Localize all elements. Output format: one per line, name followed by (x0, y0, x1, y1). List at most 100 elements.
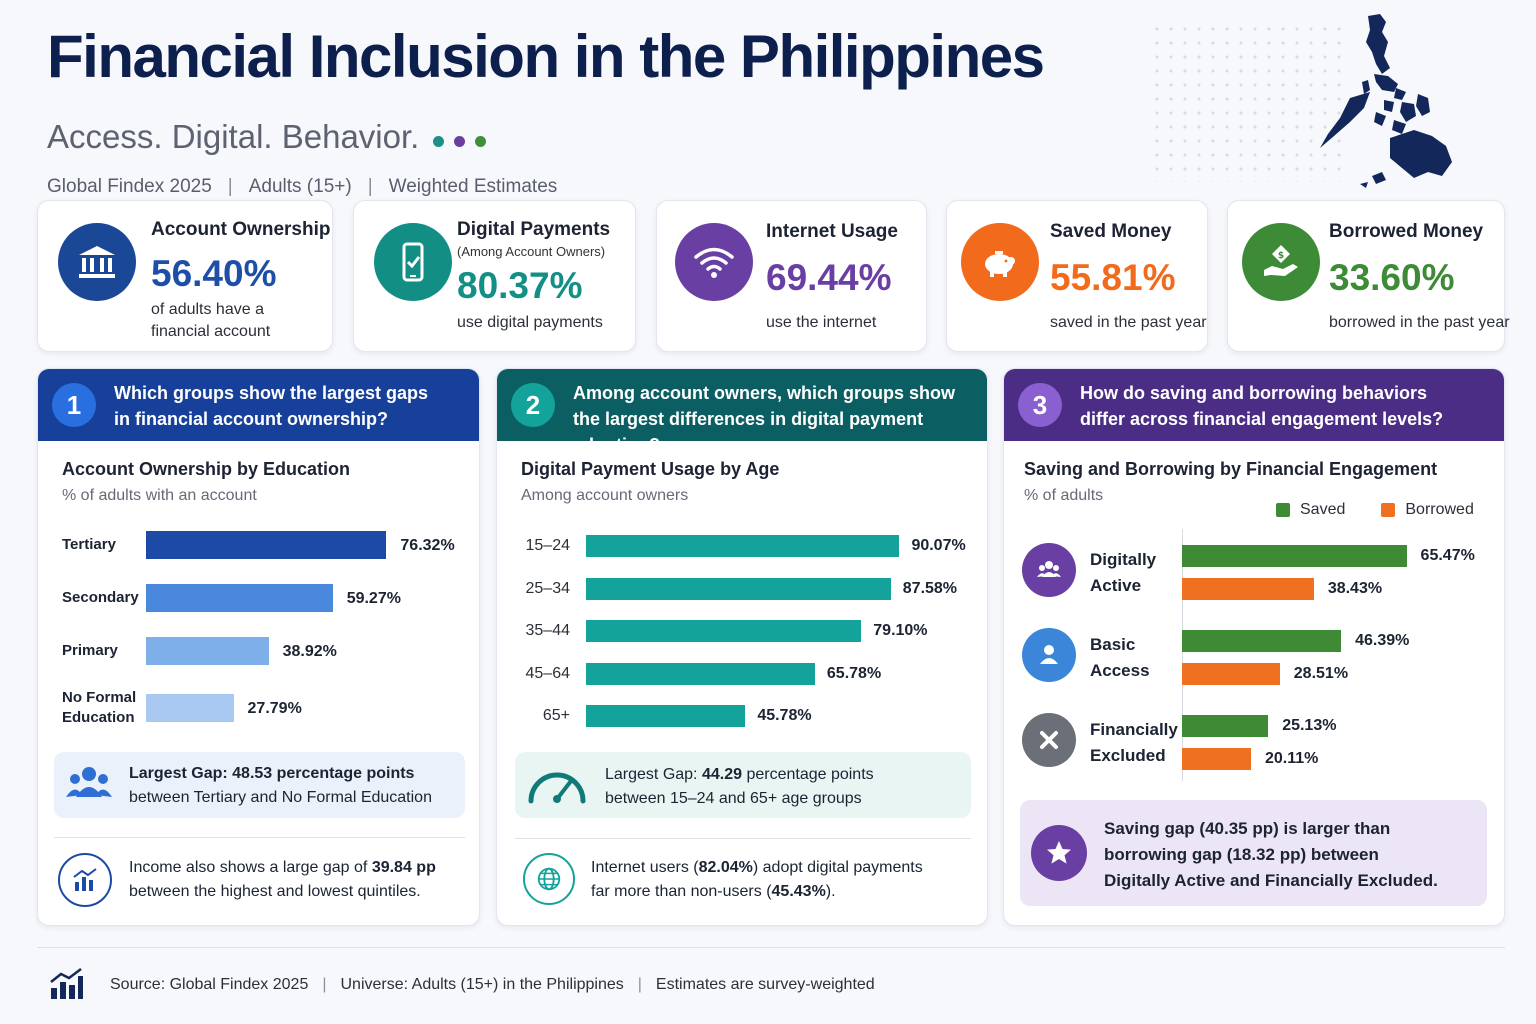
bar-primary (146, 637, 269, 665)
panel-number-badge: 1 (52, 383, 96, 427)
text-a: Internet users ( (591, 859, 699, 876)
footer: Source: Global Findex 2025 | Universe: A… (110, 976, 875, 994)
largest-gap-text: Largest Gap: 48.53 percentage points bet… (129, 762, 432, 810)
meta-universe: Adults (15+) (248, 176, 352, 197)
meta-separator: | (227, 176, 233, 197)
kpi-card-account-ownership: Account Ownership 56.40% of adults have … (37, 200, 333, 352)
bar-value-35-44: 79.10% (873, 622, 928, 639)
bar-financially-excluded-saved (1182, 715, 1269, 737)
gap-line-2: between Tertiary and No Formal Education (129, 789, 432, 806)
panel-number-badge: 3 (1018, 383, 1062, 427)
kpi-title: Internet Usage (766, 221, 898, 242)
gap-value: 48.53 (232, 765, 273, 782)
question-line: in financial account ownership? (114, 409, 389, 429)
income-line-1: Income also shows a large gap of 39.84 p… (129, 856, 436, 880)
bar-label-65: 65+ (542, 707, 570, 724)
panel-engagement-behaviors: 3 How do saving and borrowing behaviors … (1003, 368, 1505, 926)
smartphone-icon (374, 223, 452, 301)
text-d: far more than non-users ( (591, 883, 772, 900)
panel-education-gap: 1 Which groups show the largest gaps in … (37, 368, 480, 926)
panel-header (497, 369, 987, 441)
user-icon (1022, 628, 1076, 682)
chart-title: Account Ownership by Education (62, 459, 351, 479)
legend-swatch (1276, 503, 1290, 517)
bar-15-24 (586, 535, 900, 557)
meta-source: Global Findex 2025 (47, 176, 212, 197)
bar-label-25-34: 25–34 (525, 579, 571, 597)
callout-line: borrowing gap (18.32 pp) between (1104, 845, 1379, 864)
kpi-card-internet-usage: Internet Usage 69.44% use the internet (656, 200, 927, 352)
panel-header (38, 369, 479, 441)
dot-pattern-decoration (1150, 22, 1350, 182)
label-word: Digitally (1090, 550, 1157, 569)
kpi-description: use the internet (766, 314, 877, 331)
internet-users-value: 82.04% (698, 859, 753, 876)
bar-digitally-active-borrowed (1182, 578, 1314, 600)
bar-label-no-formal-education: No Formal Education (62, 689, 137, 726)
text-f: ). (825, 883, 836, 900)
bar-no-formal-education (146, 694, 234, 722)
kpi-title: Account Ownership (151, 219, 331, 240)
legend-label: Saved (1300, 501, 1346, 518)
hand-money-icon: $ (1242, 223, 1320, 301)
kpi-desc-line: of adults have a (151, 301, 264, 318)
largest-gap-text: Largest Gap: 44.29 percentage points bet… (605, 763, 874, 811)
bank-icon (58, 223, 136, 301)
bar-tertiary (146, 531, 387, 559)
bar-value-basic-access-borrowed: 28.51% (1293, 665, 1349, 682)
bar-value-tertiary: 76.32% (400, 537, 455, 554)
gap-unit: percentage points (742, 766, 874, 783)
people-group-icon (64, 761, 114, 807)
footer-weighting: Estimates are survey-weighted (655, 976, 875, 993)
internet-users-text: Internet users (82.04%) adopt digital pa… (591, 856, 923, 904)
growth-chart-icon (50, 968, 83, 999)
panel-question: How do saving and borrowing behaviors di… (1080, 380, 1496, 432)
subtitle-text: Access. Digital. Behavior. (47, 118, 420, 155)
divider (515, 838, 971, 839)
income-line-2: between the highest and lowest quintiles… (129, 883, 421, 900)
gap-prefix: Largest Gap: (129, 765, 233, 782)
kpi-value: 56.40% (151, 253, 277, 294)
bar-label-basic-access: Basic Access (1090, 632, 1180, 684)
label-word: Access (1090, 661, 1150, 680)
internet-line-2: far more than non-users (45.43%). (591, 880, 923, 904)
gap-line-1: Largest Gap: 48.53 percentage points (129, 762, 432, 786)
chart-subtitle: % of adults (1024, 487, 1104, 504)
kpi-description: borrowed in the past year (1329, 314, 1510, 331)
kpi-card-saved-money: Saved Money 55.81% saved in the past yea… (946, 200, 1208, 352)
question-line: differ across financial engagement level… (1080, 409, 1444, 429)
bar-digitally-active-saved (1182, 545, 1407, 567)
divider (54, 837, 465, 838)
dot-green (475, 135, 487, 147)
dot-purple (454, 135, 466, 147)
bar-value-digitally-active-borrowed: 38.43% (1327, 580, 1383, 597)
bar-label-financially-excluded: Financially Excluded (1090, 717, 1180, 769)
dot-teal (433, 135, 445, 147)
kpi-row: Account Ownership 56.40% of adults have … (37, 200, 1510, 352)
text-c: ) adopt digital payments (752, 859, 923, 876)
footer-separator: | (637, 976, 642, 993)
kpi-card-digital-payments: Digital Payments (Among Account Owners) … (353, 200, 636, 352)
panel-number-badge: 2 (511, 383, 555, 427)
largest-gap-callout (54, 752, 465, 818)
chart-title: Digital Payment Usage by Age (521, 459, 780, 479)
bar-label-45-64: 45–64 (525, 664, 571, 682)
kpi-value: 55.81% (1050, 257, 1176, 298)
meta-line: Global Findex 2025 | Adults (15+) | Weig… (47, 176, 1147, 198)
bar-25-34 (586, 577, 891, 600)
income-gap-text: Income also shows a large gap of 39.84 p… (129, 856, 436, 904)
bar-label-secondary: Secondary (62, 589, 139, 606)
bar-secondary (146, 584, 333, 612)
bar-value-45-64: 65.78% (826, 664, 882, 682)
kpi-description: of adults have a financial account (151, 299, 270, 343)
gap-value: 44.29 (701, 766, 742, 783)
internet-line-1: Internet users (82.04%) adopt digital pa… (591, 856, 923, 880)
bar-65 (586, 705, 746, 727)
question-line: the largest differences in digital payme… (573, 409, 924, 455)
bar-label-tertiary: Tertiary (62, 536, 116, 553)
legend-item-borrowed: Borrowed (1381, 501, 1474, 519)
people-group-icon (1022, 543, 1076, 597)
star-icon (1031, 825, 1087, 881)
callout-line: Digitally Active and Financially Exclude… (1104, 871, 1438, 890)
chart-legend: Saved Borrowed (1276, 501, 1474, 519)
